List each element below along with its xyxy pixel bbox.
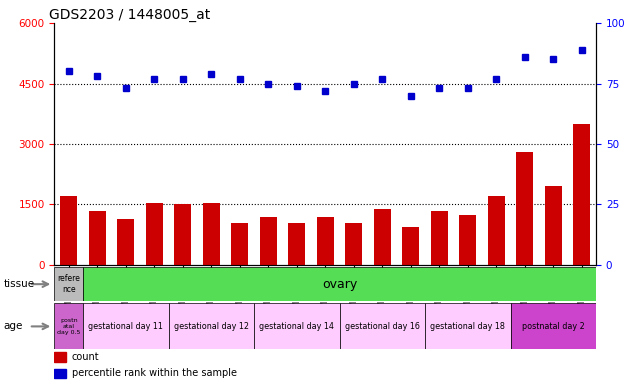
Bar	[516, 152, 533, 265]
Bar	[403, 227, 419, 265]
Bar	[83, 303, 169, 349]
Bar	[203, 203, 220, 265]
Text: gestational day 11: gestational day 11	[88, 322, 163, 331]
Bar	[431, 210, 448, 265]
Text: count: count	[72, 352, 99, 362]
Text: gestational day 14: gestational day 14	[260, 322, 334, 331]
Bar	[340, 303, 425, 349]
Text: ovary: ovary	[322, 278, 357, 291]
Bar	[54, 353, 67, 361]
Bar	[460, 215, 476, 265]
Bar	[54, 369, 67, 378]
Text: age: age	[3, 321, 22, 331]
Bar	[174, 205, 191, 265]
Bar	[317, 217, 334, 265]
Text: gestational day 18: gestational day 18	[430, 322, 505, 331]
Text: postn
atal
day 0.5: postn atal day 0.5	[57, 318, 80, 335]
Bar	[488, 197, 505, 265]
Bar	[54, 303, 83, 349]
Bar	[117, 218, 135, 265]
Bar	[88, 210, 106, 265]
Text: refere
nce: refere nce	[57, 275, 80, 294]
Text: GDS2203 / 1448005_at: GDS2203 / 1448005_at	[49, 8, 210, 22]
Bar	[288, 223, 305, 265]
Bar	[146, 203, 163, 265]
Bar	[573, 124, 590, 265]
Bar	[545, 186, 562, 265]
Text: gestational day 12: gestational day 12	[174, 322, 249, 331]
Bar	[374, 209, 391, 265]
Text: gestational day 16: gestational day 16	[345, 322, 420, 331]
Bar	[511, 303, 596, 349]
Bar	[54, 267, 83, 301]
Bar	[169, 303, 254, 349]
Bar	[260, 217, 277, 265]
Text: percentile rank within the sample: percentile rank within the sample	[72, 368, 237, 378]
Bar	[345, 223, 362, 265]
Bar	[60, 197, 78, 265]
Text: tissue: tissue	[3, 279, 35, 289]
Bar	[231, 223, 248, 265]
Bar	[254, 303, 340, 349]
Bar	[425, 303, 511, 349]
Text: postnatal day 2: postnatal day 2	[522, 322, 585, 331]
